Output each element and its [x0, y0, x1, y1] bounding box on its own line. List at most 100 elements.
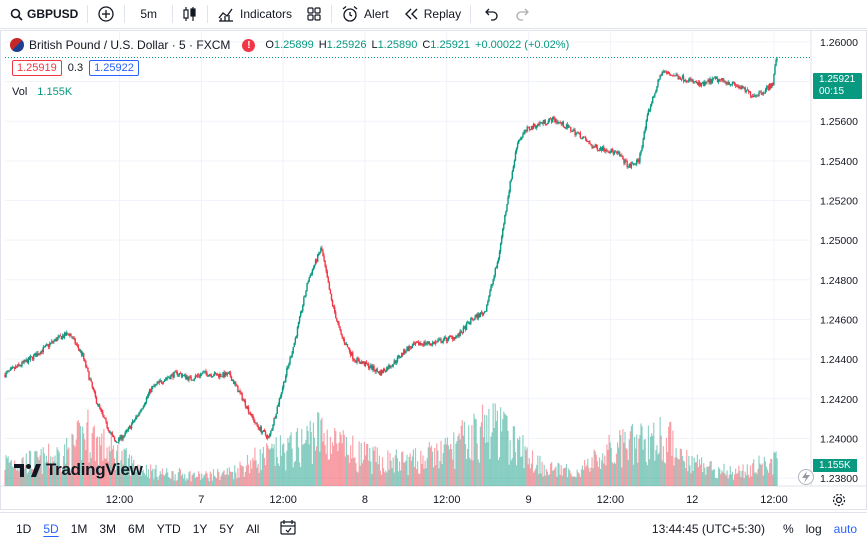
layouts-button[interactable] [299, 0, 329, 29]
undo-button[interactable] [473, 0, 509, 29]
volume-tag: 1.155K [813, 459, 857, 472]
volume-bar [251, 468, 253, 486]
candle-body [409, 346, 411, 348]
candle-body [604, 149, 606, 152]
volume-bar [23, 468, 25, 486]
range-1m[interactable]: 1M [70, 521, 88, 536]
chart-pane[interactable]: 1.260001.258001.256001.254001.252001.250… [0, 30, 867, 510]
candle-body [53, 340, 55, 343]
candle-body [174, 371, 176, 373]
range-5d[interactable]: 5D [43, 521, 59, 536]
volume-bar [685, 468, 687, 486]
volume-bar [229, 471, 232, 486]
volume-bar [659, 416, 661, 486]
candle-body [95, 397, 98, 404]
candle-body [721, 78, 723, 81]
volume-bar [12, 467, 15, 486]
ask-price-button[interactable]: 1.25922 [89, 60, 139, 76]
range-1d[interactable]: 1D [16, 521, 32, 536]
range-5y[interactable]: 5Y [219, 521, 235, 536]
candle-body [697, 82, 700, 86]
range-1y[interactable]: 1Y [192, 521, 208, 536]
candle-body [207, 375, 209, 377]
volume-bar [770, 458, 772, 486]
volume-bar [333, 445, 335, 486]
candle-body [512, 166, 515, 172]
candle-body [522, 134, 524, 138]
range-6m[interactable]: 6M [128, 521, 145, 536]
volume-bar [593, 449, 595, 486]
legend-title[interactable]: British Pound / U.S. Dollar · 5 · FXCM [29, 38, 231, 52]
redo-button[interactable] [509, 0, 537, 29]
auto-scale-toggle[interactable]: auto [833, 522, 857, 536]
timezone-button[interactable]: 13:44:45 (UTC+5:30) [651, 522, 765, 536]
symbol-search-button[interactable]: GBPUSD [0, 0, 85, 29]
indicators-button[interactable]: Indicators [210, 0, 299, 29]
volume-bar [486, 415, 488, 486]
volume-bar [154, 469, 156, 486]
volume-bar [515, 465, 518, 486]
volume-bar [277, 463, 279, 486]
volume-bar [108, 446, 110, 486]
candle-body [42, 347, 44, 352]
candle-body [212, 375, 215, 377]
tradingview-logo[interactable]: TradingView [14, 460, 143, 480]
volume-bar [631, 423, 634, 486]
chart-type-button[interactable] [175, 0, 205, 29]
volume-bar [167, 472, 169, 486]
volume-bar [69, 468, 71, 486]
volume-bar [544, 475, 546, 486]
volume-bar [385, 470, 387, 486]
alert-button[interactable]: Alert [334, 0, 396, 29]
volume-bar [608, 434, 610, 486]
candle-body [336, 318, 338, 321]
candle-body [15, 366, 18, 368]
candle-body [486, 305, 488, 312]
compare-symbol-button[interactable] [90, 0, 122, 29]
candle-body [354, 360, 356, 362]
range-3m[interactable]: 3M [99, 521, 117, 536]
candle-body [622, 155, 624, 160]
volume-bar [406, 454, 408, 486]
replay-button[interactable]: Replay [396, 0, 468, 29]
volume-bar [750, 476, 753, 486]
candle-body [707, 80, 709, 82]
candle-body [772, 83, 774, 86]
volume-bar [185, 480, 187, 486]
volume-bar [278, 465, 280, 486]
candle-body [117, 442, 119, 443]
bid-price-button[interactable]: 1.25919 [12, 60, 62, 76]
log-scale-toggle[interactable]: log [805, 522, 822, 536]
volume-bar [33, 469, 35, 486]
market-status-icon[interactable]: ! [242, 38, 256, 52]
volume-bar [211, 480, 213, 486]
volume-bar [450, 443, 452, 486]
candle-body [51, 341, 53, 343]
volume-bar [217, 468, 219, 486]
candle-body [131, 420, 134, 425]
percent-scale-toggle[interactable]: % [782, 522, 794, 536]
candle-body [394, 360, 397, 363]
volume-bar [99, 437, 101, 486]
candle-body [170, 375, 172, 380]
go-to-date-button[interactable] [279, 519, 297, 538]
candle-body [713, 77, 716, 79]
volume-bar [141, 471, 143, 486]
price-chart[interactable]: 1.260001.258001.256001.254001.252001.250… [0, 30, 867, 510]
lightning-icon[interactable] [798, 469, 814, 485]
chart-settings-gear-icon[interactable] [831, 492, 847, 508]
volume-bar [589, 471, 591, 486]
candle-body [160, 380, 163, 383]
range-ytd[interactable]: YTD [156, 521, 181, 536]
candle-body [474, 316, 476, 320]
candle-body [197, 375, 200, 377]
interval-button[interactable]: 5m [127, 0, 170, 29]
range-all[interactable]: All [246, 521, 260, 536]
candle-body [639, 153, 641, 163]
volume-bar [701, 457, 703, 486]
volume-bar [71, 433, 73, 486]
bottom-right-controls: 13:44:45 (UTC+5:30) % log auto [652, 513, 867, 545]
candle-body [404, 349, 406, 353]
volume-bar [766, 469, 769, 486]
candle-body [773, 74, 775, 86]
